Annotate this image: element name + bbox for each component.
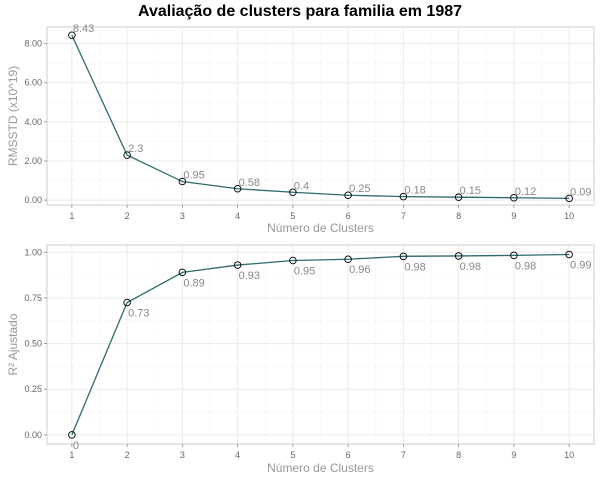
panel-border bbox=[46, 244, 595, 445]
x-tick-label: 3 bbox=[180, 211, 185, 221]
y-axis-title: RMSSTD (x10^19) bbox=[6, 66, 20, 166]
x-tick-label: 7 bbox=[401, 211, 406, 221]
data-label: 0.95 bbox=[183, 170, 204, 182]
data-label: 0.96 bbox=[349, 264, 370, 276]
data-label: 0.58 bbox=[239, 177, 260, 189]
data-label: 8.43 bbox=[73, 23, 94, 35]
data-point bbox=[344, 255, 352, 263]
data-point bbox=[454, 193, 463, 201]
y-tick-label: 0.00 bbox=[24, 195, 42, 205]
chart-panel-2: 1 2 3 4 5 6 7 8 9 10 0.00 0.25 0.50 0.75 1.00 Número de… bbox=[6, 244, 595, 475]
x-tick-label: 2 bbox=[125, 450, 130, 460]
data-point bbox=[510, 194, 518, 202]
data-label: 0.98 bbox=[404, 261, 425, 273]
data-label: 0.99 bbox=[570, 259, 591, 271]
x-tick-label: 6 bbox=[346, 211, 351, 221]
data-point bbox=[399, 252, 408, 261]
y-tick-label: 4.00 bbox=[24, 117, 42, 127]
data-point bbox=[233, 185, 242, 193]
x-tick-label: 10 bbox=[564, 450, 574, 460]
data-label: 0.73 bbox=[128, 308, 149, 320]
y-tick-label: 8.00 bbox=[24, 39, 42, 49]
data-point bbox=[178, 268, 187, 277]
series-line bbox=[71, 253, 570, 436]
x-axis-title: Número de Clusters bbox=[267, 461, 374, 475]
data-label: 0.4 bbox=[294, 180, 309, 192]
data-label: 0.12 bbox=[515, 186, 536, 198]
x-tick-label: 4 bbox=[235, 450, 240, 460]
y-tick-label: 0.50 bbox=[24, 339, 42, 349]
data-label: 0.98 bbox=[460, 261, 481, 273]
data-label: 0.25 bbox=[349, 183, 370, 195]
data-label: 0.95 bbox=[294, 266, 315, 278]
x-tick-label: 9 bbox=[511, 450, 516, 460]
data-label: 0 bbox=[73, 440, 79, 452]
x-tick-label: 1 bbox=[69, 211, 74, 221]
data-point bbox=[123, 151, 131, 159]
data-label: 0.09 bbox=[570, 186, 591, 198]
x-axis-title: Número de Clusters bbox=[267, 221, 374, 235]
x-tick-label: 2 bbox=[125, 211, 130, 221]
data-point bbox=[178, 177, 187, 186]
x-tick-label: 8 bbox=[456, 450, 461, 460]
data-label: 0.93 bbox=[239, 270, 260, 282]
chart-panel-1: 1 2 3 4 5 6 7 8 9 10 0.00 2.00 4.00 6.00 8.00 Número de… bbox=[6, 23, 595, 235]
data-label: 0.18 bbox=[404, 185, 425, 197]
y-axis-title: R² Ajustado bbox=[6, 313, 20, 375]
data-point bbox=[399, 192, 408, 201]
series-line bbox=[71, 34, 570, 199]
x-tick-label: 9 bbox=[511, 211, 516, 221]
data-label: 0.89 bbox=[183, 277, 204, 289]
data-point bbox=[454, 252, 463, 260]
y-tick-label: 0.25 bbox=[24, 384, 42, 394]
x-tick-label: 3 bbox=[180, 450, 185, 460]
data-label: 0.98 bbox=[515, 260, 536, 272]
y-tick-label: 6.00 bbox=[24, 78, 42, 88]
data-point bbox=[289, 256, 297, 265]
x-tick-label: 5 bbox=[290, 211, 295, 221]
y-tick-label: 0.00 bbox=[24, 430, 42, 440]
x-tick-label: 4 bbox=[235, 211, 240, 221]
x-tick-label: 8 bbox=[456, 211, 461, 221]
data-point bbox=[344, 191, 352, 199]
x-tick-label: 6 bbox=[346, 450, 351, 460]
x-tick-label: 5 bbox=[290, 450, 295, 460]
chart-title: Avaliação de clusters para familia em 19… bbox=[137, 3, 463, 20]
y-tick-label: 1.00 bbox=[24, 247, 42, 257]
y-tick-label: 0.75 bbox=[24, 293, 42, 303]
data-point bbox=[565, 250, 573, 259]
data-label: 0.15 bbox=[460, 185, 481, 197]
x-tick-label: 7 bbox=[401, 450, 406, 460]
data-point bbox=[68, 431, 76, 439]
panel-border bbox=[46, 26, 595, 206]
data-point bbox=[233, 261, 242, 269]
data-point bbox=[289, 188, 297, 197]
data-point bbox=[123, 298, 131, 307]
data-point bbox=[68, 31, 76, 39]
data-label: 2.3 bbox=[128, 143, 143, 155]
x-tick-label: 1 bbox=[69, 450, 74, 460]
y-tick-label: 2.00 bbox=[24, 156, 42, 166]
x-tick-label: 10 bbox=[564, 211, 574, 221]
data-point bbox=[510, 251, 518, 260]
data-point bbox=[565, 194, 573, 203]
